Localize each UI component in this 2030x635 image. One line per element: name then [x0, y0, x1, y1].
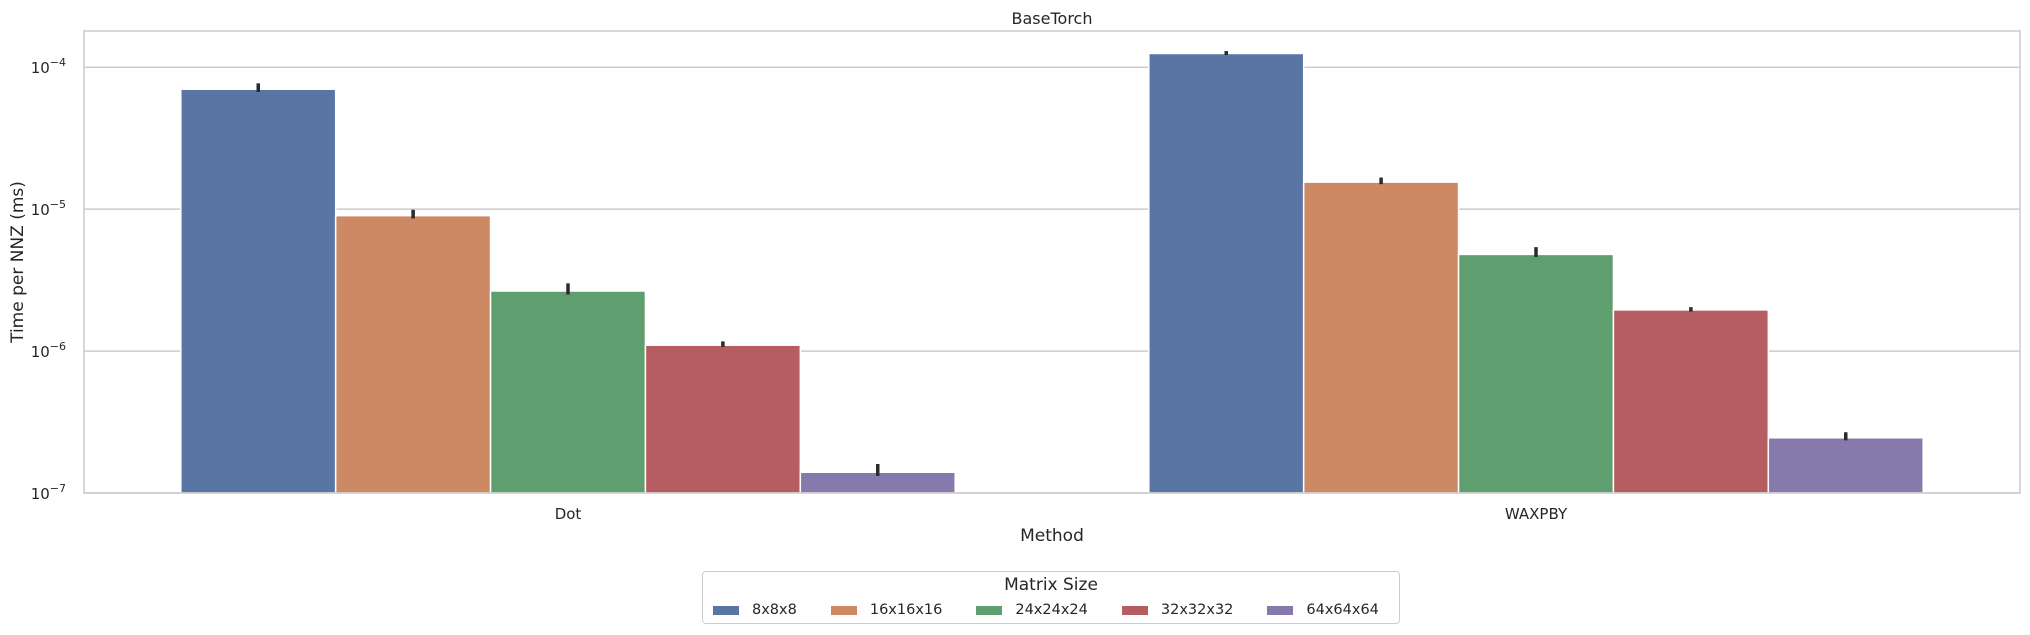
legend-item: 16x16x16: [830, 602, 943, 618]
y-axis-label: Time per NNZ (ms): [8, 181, 28, 344]
bar: [1148, 52, 1305, 494]
legend-item: 24x24x24: [976, 602, 1088, 618]
y-tick-labels: 10−7 10−6 10−5 10−4: [31, 56, 66, 503]
legend-item: 32x32x32: [1121, 602, 1234, 618]
legend-label: 32x32x32: [1160, 602, 1234, 618]
bar: [1302, 181, 1460, 494]
bar: [489, 290, 647, 494]
y-tick-label: 10−6: [31, 340, 66, 361]
x-tick-labels: Dot WAXPBY: [555, 505, 1568, 523]
legend-label: 64x64x64: [1306, 602, 1379, 618]
bar: [1612, 309, 1770, 494]
bar: [1457, 253, 1615, 494]
y-tick-label: 10−7: [31, 482, 66, 503]
x-tick-label: Dot: [555, 505, 582, 523]
legend-swatch: [1267, 605, 1294, 615]
legend-label: 24x24x24: [1015, 602, 1088, 618]
legend: Matrix Size 8x8x8 16x16x16 24x24x24 32x32x3…: [702, 571, 1400, 624]
bars: [180, 52, 1924, 494]
legend-swatch: [976, 605, 1003, 615]
legend-label: 16x16x16: [869, 602, 943, 618]
legend-items: 8x8x8 16x16x16 24x24x24 32x32x32 64x64x64: [713, 602, 1413, 618]
bar: [1767, 437, 1924, 494]
error-bars: [256, 51, 1848, 476]
legend-swatch: [1121, 605, 1148, 615]
y-tick-label: 10−4: [31, 56, 66, 77]
chart-title: BaseTorch: [1012, 9, 1093, 28]
x-axis-label: Method: [1020, 526, 1084, 546]
plot-frame: [83, 30, 2021, 494]
legend-item: 64x64x64: [1267, 602, 1379, 618]
legend-swatch: [713, 605, 739, 615]
legend-item: 8x8x8: [713, 602, 797, 618]
bar: [180, 88, 337, 494]
y-tick-label: 10−5: [31, 198, 66, 219]
bar: [334, 214, 492, 494]
legend-title: Matrix Size: [1004, 575, 1098, 595]
legend-swatch: [830, 605, 857, 615]
legend-label: 8x8x8: [752, 602, 797, 618]
bar: [644, 344, 802, 494]
x-tick-label: WAXPBY: [1505, 505, 1568, 523]
